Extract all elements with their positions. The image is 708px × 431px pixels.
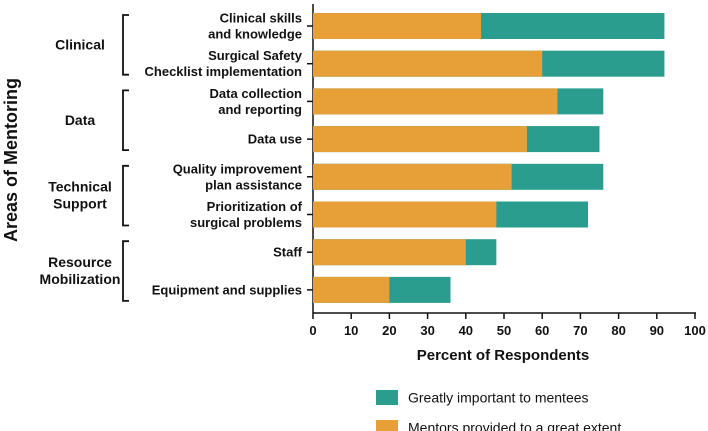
group-label: Technical Support bbox=[48, 179, 112, 212]
category-label: Quality improvement plan assistance bbox=[173, 161, 303, 192]
bar-provided-4 bbox=[313, 163, 512, 190]
x-tick-label: 90 bbox=[650, 323, 664, 338]
group-label: Clinical bbox=[55, 36, 105, 52]
group-label: Resource Mobilization bbox=[40, 254, 121, 287]
x-tick-label: 60 bbox=[535, 323, 549, 338]
x-tick-label: 30 bbox=[420, 323, 434, 338]
bar-provided-5 bbox=[313, 201, 497, 228]
category-label: Surgical Safety Checklist implementation bbox=[145, 48, 303, 79]
y-axis-title: Areas of Mentoring bbox=[1, 78, 21, 242]
category-label: Equipment and supplies bbox=[152, 282, 302, 297]
bar-provided-2 bbox=[313, 88, 558, 115]
x-tick-label: 20 bbox=[382, 323, 396, 338]
bar-provided-1 bbox=[313, 50, 543, 77]
group-bracket bbox=[122, 164, 129, 227]
legend-swatch bbox=[376, 420, 398, 431]
x-tick-label: 100 bbox=[684, 323, 706, 338]
legend-swatch bbox=[376, 390, 398, 405]
x-tick-label: 10 bbox=[344, 323, 358, 338]
x-tick-label: 80 bbox=[611, 323, 625, 338]
x-axis-title: Percent of Respondents bbox=[417, 347, 590, 364]
bar-provided-6 bbox=[313, 239, 466, 266]
legend: Greatly important to mentees Mentors prov… bbox=[376, 390, 621, 431]
x-tick-label: 50 bbox=[497, 323, 511, 338]
bar-provided-3 bbox=[313, 126, 527, 153]
legend-label: Greatly important to mentees bbox=[408, 390, 589, 406]
group-label: Data bbox=[65, 112, 96, 128]
legend-label: Mentors provided to a great extent bbox=[408, 420, 621, 431]
category-label: Data collection and reporting bbox=[210, 86, 303, 117]
group-bracket bbox=[122, 89, 129, 151]
group-bracket bbox=[122, 240, 129, 302]
x-tick-label: 40 bbox=[459, 323, 473, 338]
x-tick-label: 70 bbox=[573, 323, 587, 338]
bar-provided-7 bbox=[313, 276, 390, 303]
category-label: Prioritization of surgical problems bbox=[190, 199, 303, 230]
bar-provided-0 bbox=[313, 13, 482, 39]
category-label: Data use bbox=[248, 132, 302, 147]
group-bracket bbox=[122, 14, 129, 76]
category-label: Staff bbox=[273, 245, 303, 260]
x-tick-label: 0 bbox=[309, 323, 316, 338]
category-label: Clinical skills and knowledge bbox=[208, 11, 302, 42]
